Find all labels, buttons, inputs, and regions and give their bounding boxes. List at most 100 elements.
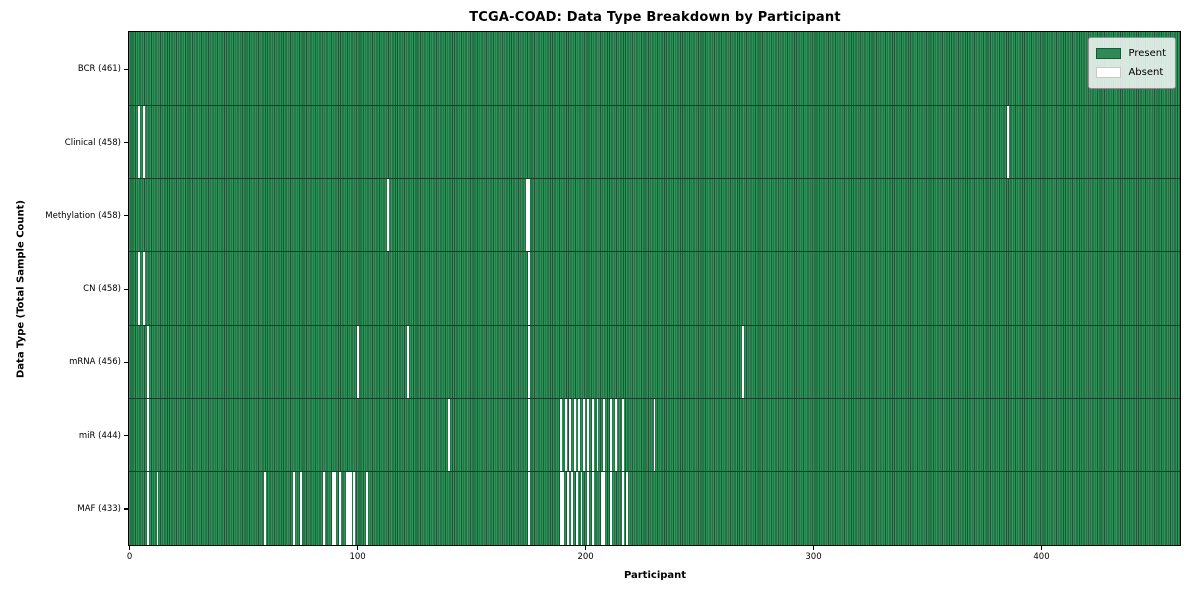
y-tick-mark	[124, 68, 128, 70]
absent-mark	[566, 471, 569, 545]
absent-mark	[578, 398, 581, 472]
absent-mark	[571, 471, 574, 545]
absent-mark	[621, 471, 624, 545]
legend-label-absent: Absent	[1128, 67, 1164, 78]
absent-mark	[448, 398, 451, 472]
absent-mark	[147, 471, 150, 545]
absent-mark	[610, 471, 613, 545]
absent-mark	[560, 398, 562, 472]
legend-label-present: Present	[1128, 48, 1166, 59]
absent-mark	[345, 471, 348, 545]
legend-item-absent: Absent	[1096, 63, 1166, 82]
x-tick-mark	[357, 546, 359, 550]
y-tick-label: MAF (433)	[77, 504, 121, 514]
y-tick-label: BCR (461)	[77, 64, 121, 75]
absent-swatch-icon	[1096, 67, 1122, 78]
absent-mark	[300, 471, 303, 545]
x-tick-mark	[1040, 546, 1043, 550]
absent-mark	[147, 398, 150, 472]
absent-mark	[528, 471, 531, 545]
absent-mark	[348, 471, 350, 545]
absent-mark	[587, 471, 590, 545]
row-boundary-line	[129, 104, 1180, 106]
absent-mark	[573, 398, 576, 472]
absent-mark	[576, 471, 578, 545]
legend: Present Absent	[1088, 37, 1176, 89]
absent-mark	[564, 398, 567, 472]
x-tick-mark	[812, 546, 815, 550]
absent-mark	[603, 398, 606, 472]
absent-mark	[138, 105, 141, 179]
x-tick-label: 0	[126, 552, 133, 562]
absent-mark	[603, 471, 606, 545]
y-tick-label: miR (444)	[78, 430, 121, 441]
absent-mark	[138, 251, 141, 326]
absent-mark	[357, 325, 360, 399]
absent-mark	[582, 398, 585, 472]
y-tick-label: mRNA (456)	[69, 357, 121, 368]
x-tick-mark	[129, 546, 131, 550]
x-tick-label: 400	[1033, 552, 1050, 562]
absent-mark	[366, 471, 369, 545]
absent-mark	[587, 398, 590, 472]
absent-mark	[147, 325, 150, 399]
absent-mark	[560, 471, 562, 545]
absent-mark	[626, 471, 629, 545]
absent-mark	[614, 398, 617, 472]
absent-mark	[580, 471, 583, 545]
y-tick-mark	[124, 288, 128, 290]
absent-mark	[338, 471, 341, 545]
row-boundary-line	[129, 324, 1180, 326]
absent-mark	[621, 398, 624, 472]
legend-item-present: Present	[1096, 44, 1166, 63]
y-tick-mark	[124, 508, 128, 510]
x-tick-label: 100	[349, 552, 366, 562]
absent-mark	[407, 325, 410, 399]
absent-mark	[350, 471, 353, 545]
absent-mark	[528, 325, 531, 399]
absent-mark	[528, 398, 531, 472]
absent-mark	[610, 398, 613, 472]
absent-mark	[386, 178, 389, 252]
absent-mark	[562, 471, 565, 545]
absent-mark	[528, 178, 531, 252]
y-tick-mark	[124, 141, 128, 144]
row-boundary-line	[129, 178, 1180, 180]
absent-mark	[263, 471, 266, 545]
y-tick-mark	[124, 361, 128, 363]
absent-mark	[591, 471, 594, 545]
row-boundary-line	[129, 397, 1180, 399]
absent-mark	[569, 398, 572, 472]
absent-mark	[653, 398, 656, 472]
absent-mark	[156, 471, 159, 545]
absent-mark	[142, 105, 145, 179]
absent-mark	[591, 398, 594, 472]
y-tick-label: Methylation (458)	[45, 210, 121, 221]
present-swatch-icon	[1096, 48, 1122, 59]
absent-mark	[352, 471, 355, 545]
x-tick-mark	[585, 546, 587, 550]
y-tick-mark	[124, 435, 128, 437]
absent-mark	[596, 398, 599, 472]
absent-mark	[322, 471, 325, 545]
absent-mark	[142, 251, 145, 326]
absent-mark	[334, 471, 337, 545]
absent-mark	[528, 251, 531, 326]
y-tick-mark	[124, 215, 128, 217]
absent-mark	[332, 471, 334, 545]
absent-mark	[525, 178, 528, 252]
absent-mark	[601, 471, 603, 545]
row-boundary-line	[129, 471, 1180, 473]
absent-mark	[1006, 105, 1009, 179]
chart-title: TCGA-COAD: Data Type Breakdown by Partic…	[469, 10, 841, 25]
plot-area: Present Absent	[128, 31, 1181, 546]
y-tick-label: Clinical (458)	[64, 137, 121, 148]
absent-mark	[293, 471, 296, 545]
x-tick-label: 200	[577, 552, 594, 562]
row-boundary-line	[129, 251, 1180, 253]
y-tick-label: CN (458)	[83, 284, 121, 295]
x-tick-label: 300	[805, 552, 822, 562]
absent-mark	[742, 325, 745, 399]
x-axis-label: Participant	[623, 570, 687, 581]
